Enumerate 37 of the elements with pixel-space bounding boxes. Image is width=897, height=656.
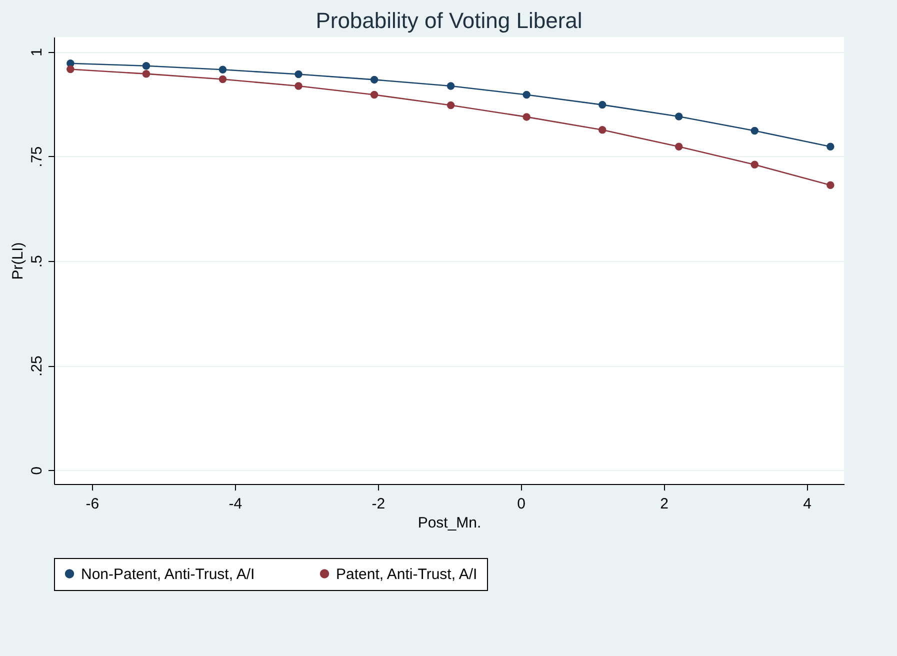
point	[522, 90, 530, 99]
point	[294, 70, 302, 78]
x-tick-label: -4	[228, 496, 242, 512]
point	[750, 160, 759, 169]
chart-title: Probability of Voting Liberal	[316, 8, 582, 33]
point	[598, 126, 606, 134]
y-tick-label: 1	[28, 48, 46, 56]
x-tick-label: 4	[803, 496, 812, 512]
point	[142, 70, 150, 78]
point	[826, 181, 834, 190]
y-axis-title: Pr(LI)	[10, 242, 26, 280]
point	[218, 75, 227, 84]
point	[370, 76, 378, 84]
y-tick-label: .25	[28, 356, 46, 376]
point	[522, 113, 530, 121]
point	[598, 100, 606, 109]
x-axis-title: Post_Mn.	[418, 514, 482, 532]
point	[66, 65, 74, 74]
y-tick-label: 0	[28, 466, 46, 475]
x-tick-label: 0	[517, 496, 526, 512]
point	[750, 126, 759, 135]
point	[446, 101, 455, 110]
point	[218, 66, 227, 74]
point	[294, 82, 302, 90]
x-tick-label: -6	[86, 496, 100, 512]
legend-label: Patent, Anti-Trust, A/I	[336, 566, 478, 583]
point	[446, 82, 455, 90]
point	[370, 90, 378, 99]
y-tick-label: .75	[28, 146, 46, 168]
x-tick-label: -2	[372, 496, 386, 512]
point	[142, 62, 150, 70]
point	[674, 112, 683, 120]
y-tick-label: .5	[28, 255, 46, 268]
point	[826, 142, 834, 151]
x-tick-label: 2	[660, 496, 669, 512]
point	[674, 142, 683, 151]
legend-label: Non-Patent, Anti-Trust, A/I	[81, 566, 255, 583]
